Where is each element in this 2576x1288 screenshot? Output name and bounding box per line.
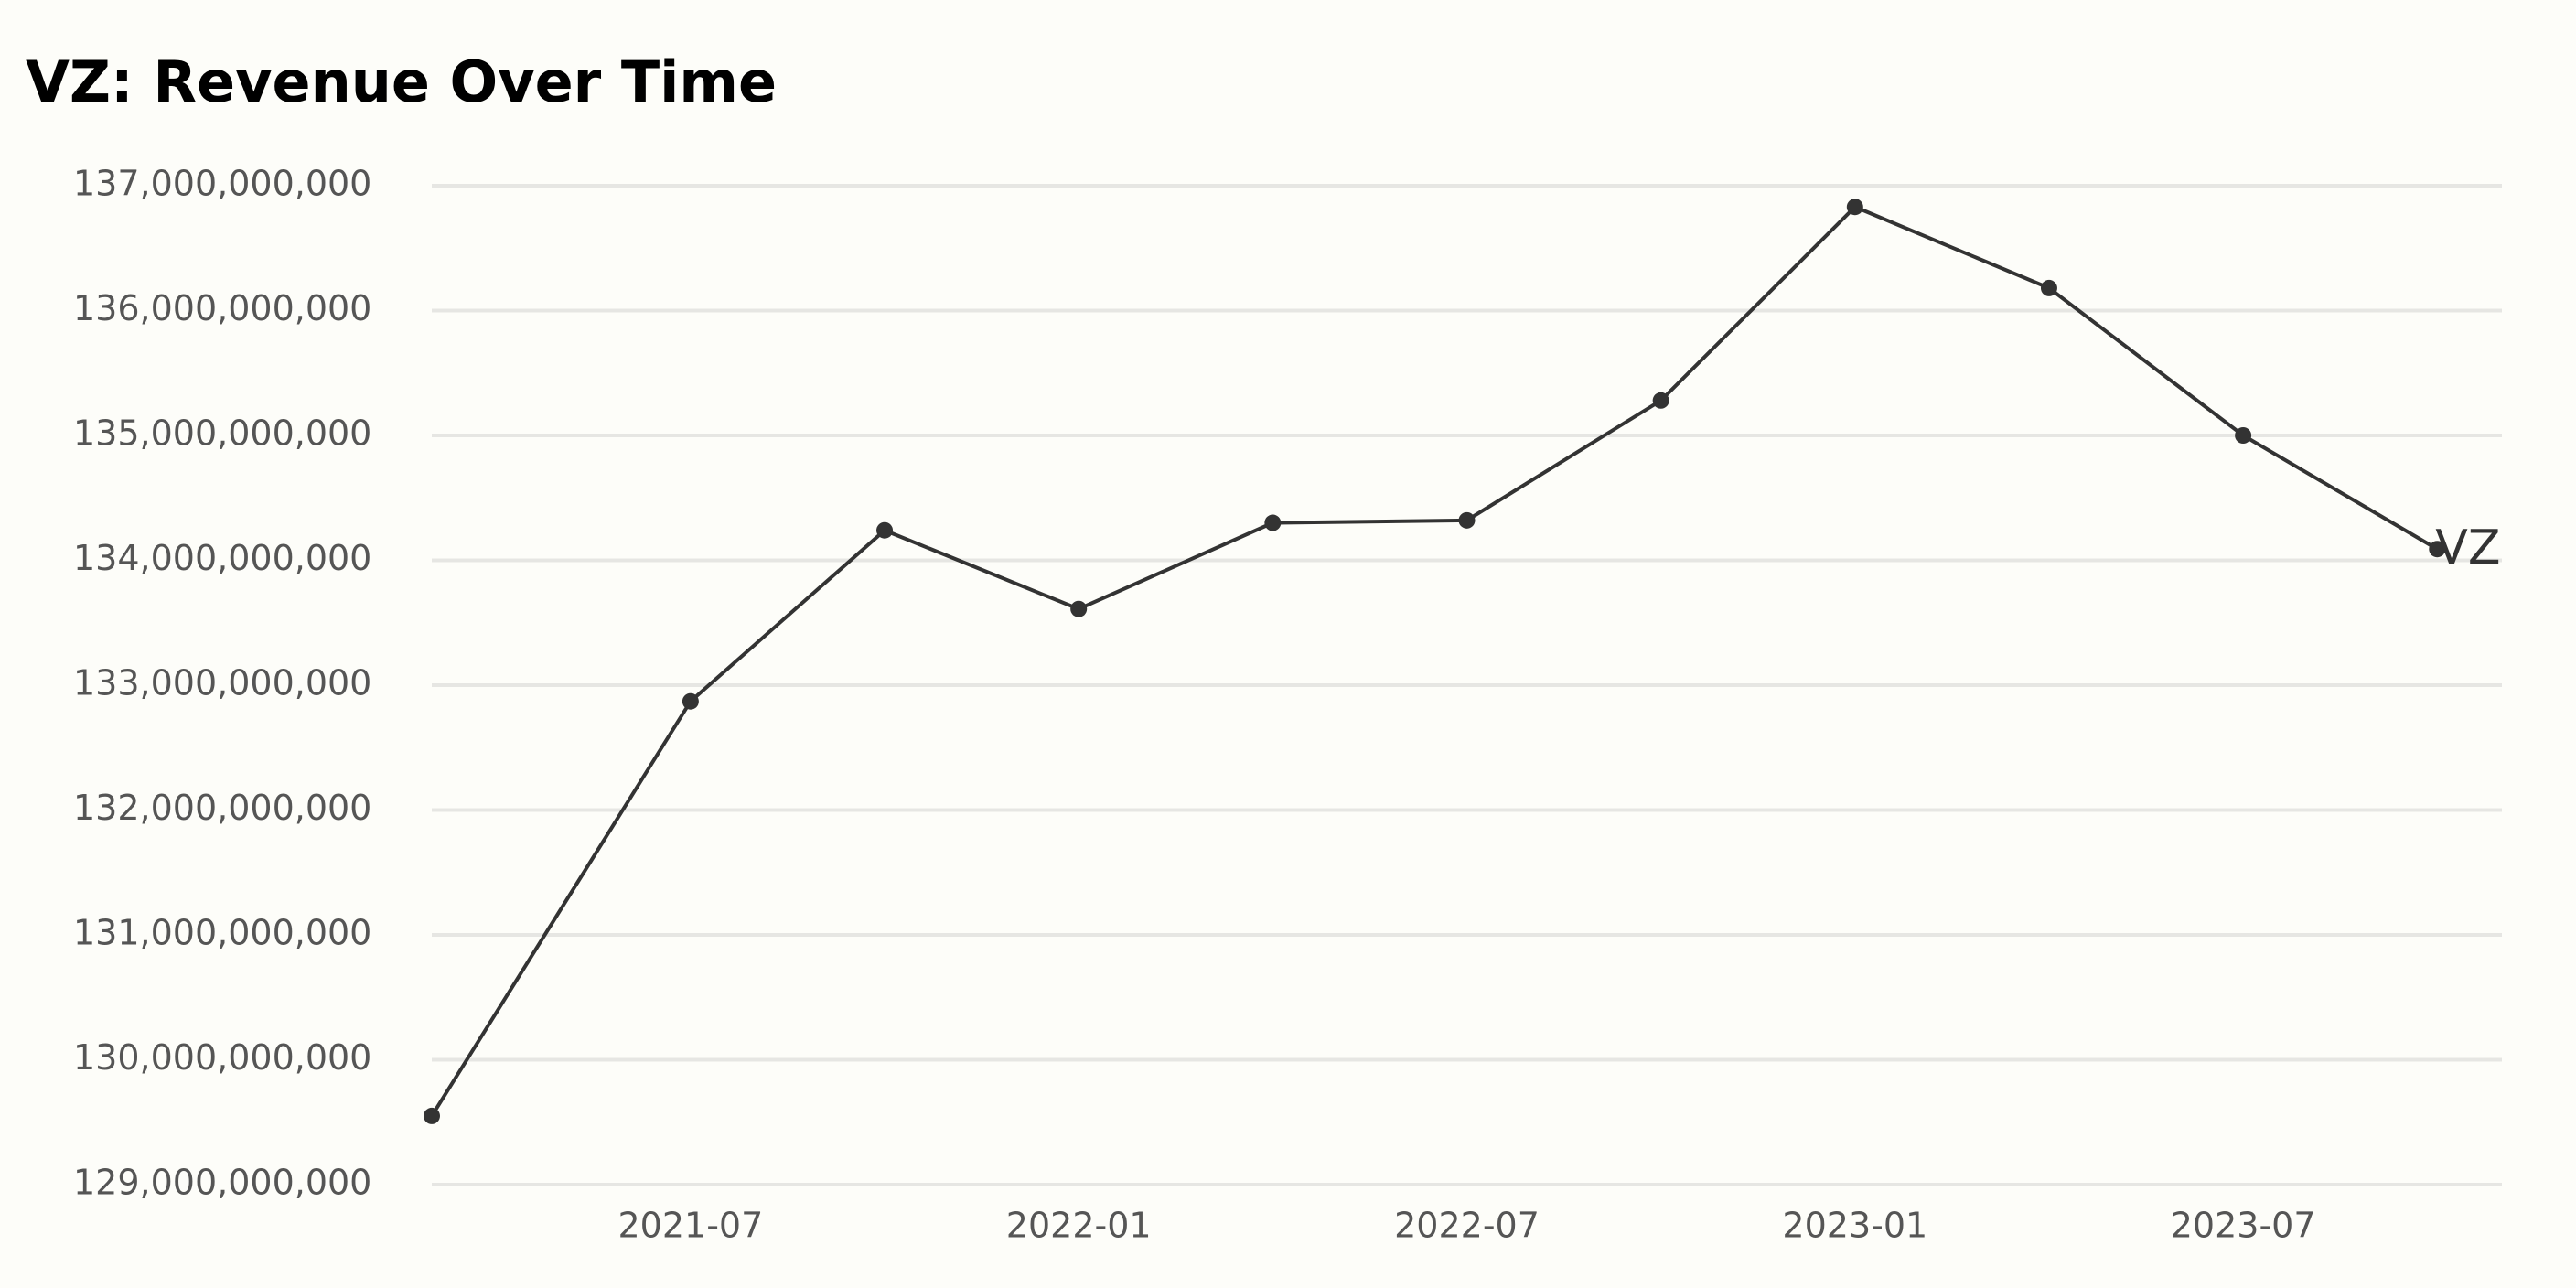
point (2235, 427, 2252, 444)
point (1264, 514, 1282, 531)
y-tick-label: 136,000,000,000 (73, 288, 371, 328)
y-tick-label: 132,000,000,000 (73, 788, 371, 828)
y-tick-label: 134,000,000,000 (73, 538, 371, 578)
x-tick-label: 2023-01 (1782, 1206, 1927, 1246)
series-label: VZ (2435, 521, 2500, 575)
point (1846, 199, 1863, 216)
y-tick-label: 129,000,000,000 (73, 1163, 371, 1203)
point (876, 521, 894, 539)
point (1458, 511, 1476, 529)
point (2040, 279, 2057, 296)
y-tick-label: 137,000,000,000 (73, 164, 371, 204)
y-tick-label: 130,000,000,000 (73, 1037, 371, 1078)
x-tick-label: 2022-07 (1394, 1206, 1540, 1246)
x-tick-label: 2022-01 (1006, 1206, 1152, 1246)
point (424, 1107, 440, 1124)
y-tick-label: 133,000,000,000 (73, 663, 371, 703)
point (2429, 541, 2446, 558)
x-tick-label: 2023-07 (2171, 1206, 2316, 1246)
chart-title: VZ: Revenue Over Time (26, 48, 777, 115)
point (1652, 392, 1669, 409)
point (1070, 600, 1088, 617)
y-tick-label: 131,000,000,000 (73, 913, 371, 953)
y-tick-label: 135,000,000,000 (73, 413, 371, 454)
x-tick-label: 2021-07 (617, 1206, 763, 1246)
point (682, 692, 699, 710)
